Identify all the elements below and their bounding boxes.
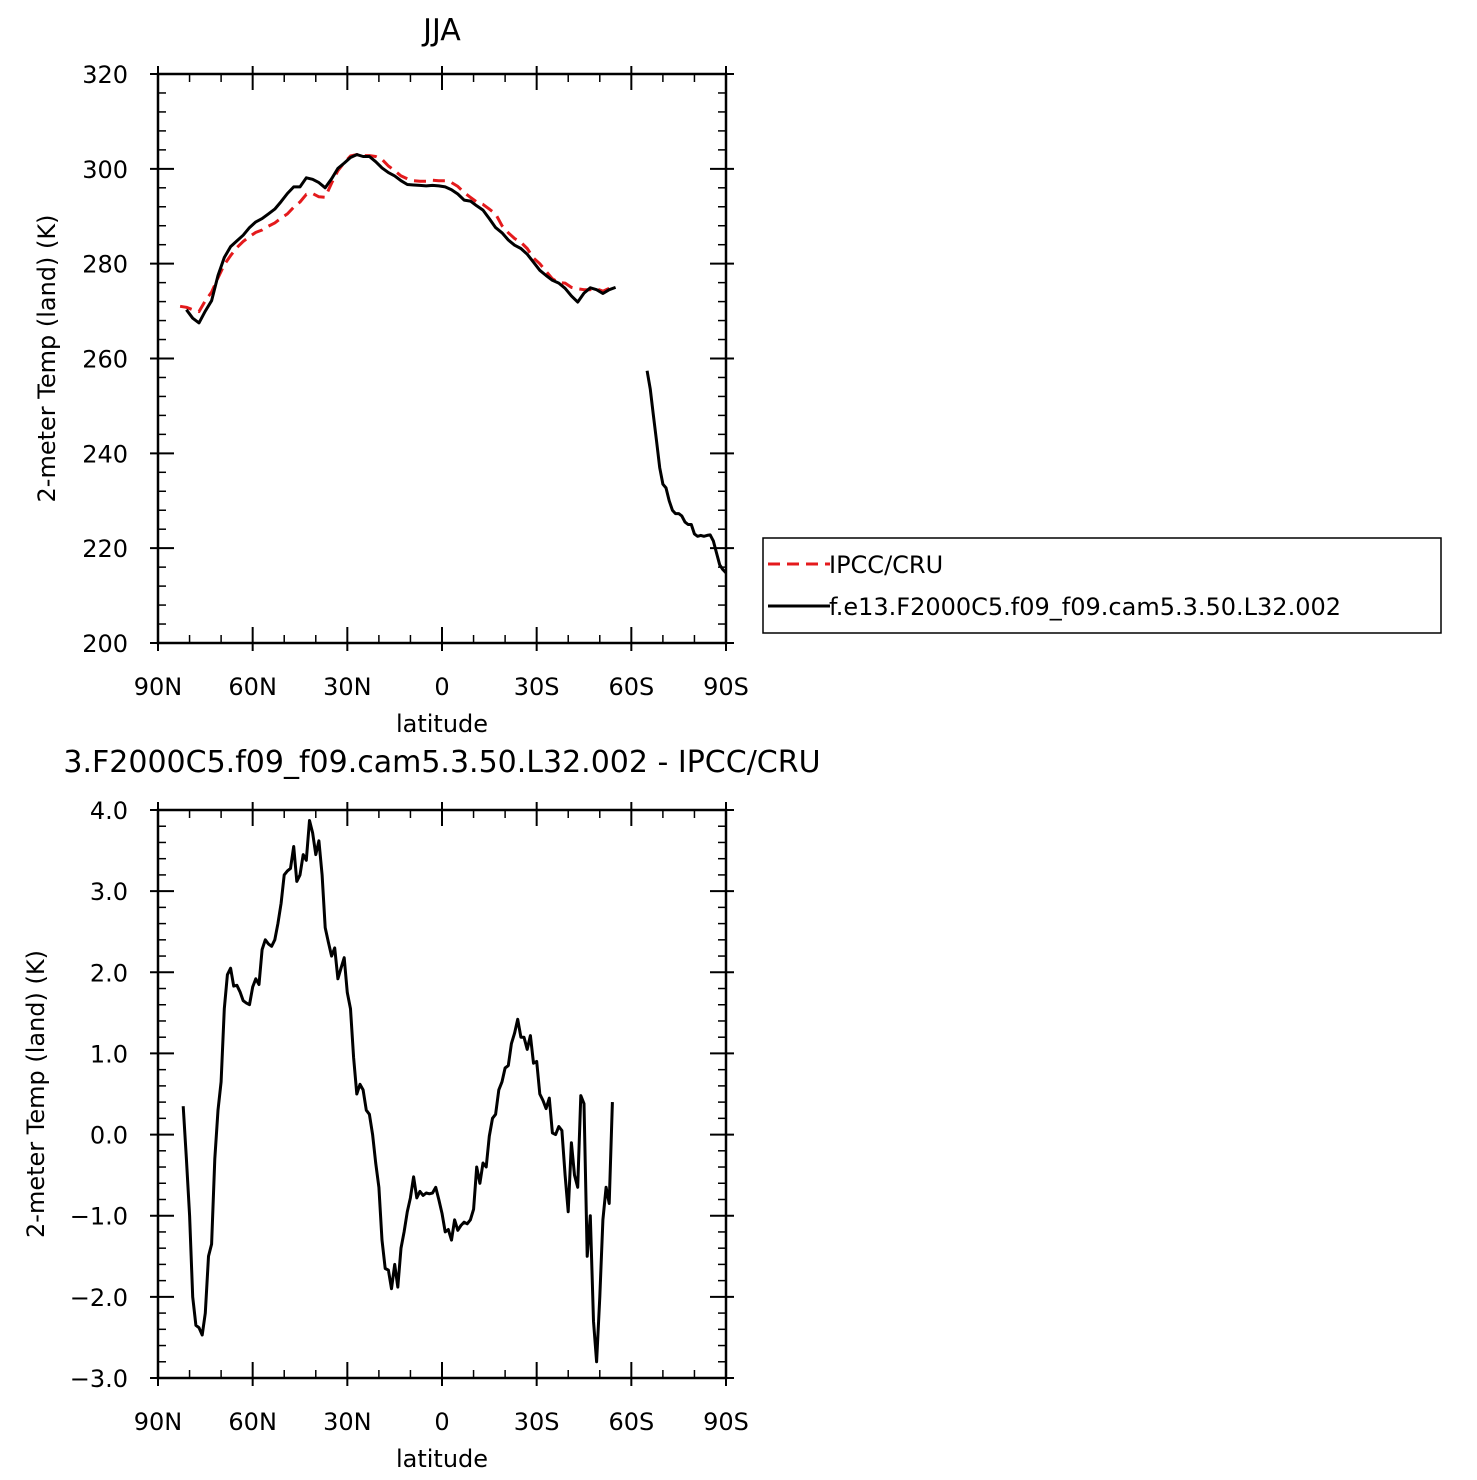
plot-frame bbox=[156, 808, 728, 1380]
legend-box bbox=[762, 537, 1442, 634]
x-tick-label: 0 bbox=[434, 673, 449, 701]
chart-title: JJA bbox=[421, 13, 461, 48]
x-axis-label: latitude bbox=[396, 1445, 488, 1473]
x-tick-label: 60N bbox=[228, 1408, 277, 1436]
plot-frame bbox=[156, 72, 728, 645]
y-tick-label: −1.0 bbox=[70, 1203, 128, 1231]
x-tick-label: 90N bbox=[134, 673, 183, 701]
x-tick-label: 0 bbox=[434, 1408, 449, 1436]
x-tick-label: 60N bbox=[228, 673, 277, 701]
x-tick-label: 90N bbox=[134, 1408, 183, 1436]
chart-title: 3.F2000C5.f09_f09.cam5.3.50.L32.002 - IP… bbox=[63, 745, 820, 780]
y-tick-label: −2.0 bbox=[70, 1284, 128, 1312]
y-tick-label: 280 bbox=[82, 251, 128, 279]
y-tick-label: 220 bbox=[82, 535, 128, 563]
y-tick-label: 300 bbox=[82, 156, 128, 184]
x-tick-label: 90S bbox=[703, 673, 749, 701]
series-line-difference bbox=[181, 819, 614, 1364]
y-tick-label: 2.0 bbox=[90, 959, 128, 987]
y-tick-label: 260 bbox=[82, 346, 128, 374]
bottom-chart-panel: 90N 60N 30N 0 30S 60S 90S −3.0 −2.0 −1.0 0.0 1.0 2.0… bbox=[22, 745, 821, 1473]
y-tick-label: 200 bbox=[82, 630, 128, 658]
y-axis-label: 2-meter Temp (land) (K) bbox=[22, 950, 50, 1238]
series-line-ipcc-cru bbox=[179, 153, 616, 314]
y-axis-label: 2-meter Temp (land) (K) bbox=[33, 215, 61, 503]
y-tick-label: 1.0 bbox=[90, 1040, 128, 1068]
y-tick-label: 0.0 bbox=[90, 1122, 128, 1150]
top-chart-panel: 90N 60N 30N 0 30S 60S 90S 200 220 240 260 280 300 320… bbox=[33, 13, 749, 738]
legend-label: f.e13.F2000C5.f09_f09.cam5.3.50.L32.002 bbox=[829, 593, 1341, 621]
x-tick-label: 30N bbox=[323, 673, 372, 701]
x-tick-label: 30S bbox=[514, 1408, 560, 1436]
x-axis-label: latitude bbox=[396, 710, 488, 738]
y-tick-label: 240 bbox=[82, 440, 128, 468]
y-tick-label: 3.0 bbox=[90, 878, 128, 906]
x-tick-label: 60S bbox=[608, 1408, 654, 1436]
y-tick-label: 4.0 bbox=[90, 797, 128, 825]
legend-label: IPCC/CRU bbox=[829, 551, 943, 579]
x-tick-label: 60S bbox=[608, 673, 654, 701]
y-tick-label: −3.0 bbox=[70, 1365, 128, 1393]
y-tick-label: 320 bbox=[82, 61, 128, 89]
x-tick-label: 90S bbox=[703, 1408, 749, 1436]
series-line-f-e13-f2000c5-f09-f09-cam5-3-50-l32-002 bbox=[185, 153, 728, 574]
x-tick-label: 30N bbox=[323, 1408, 372, 1436]
x-tick-label: 30S bbox=[514, 673, 560, 701]
legend: IPCC/CRU f.e13.F2000C5.f09_f09.cam5.3.50.… bbox=[762, 537, 1442, 634]
